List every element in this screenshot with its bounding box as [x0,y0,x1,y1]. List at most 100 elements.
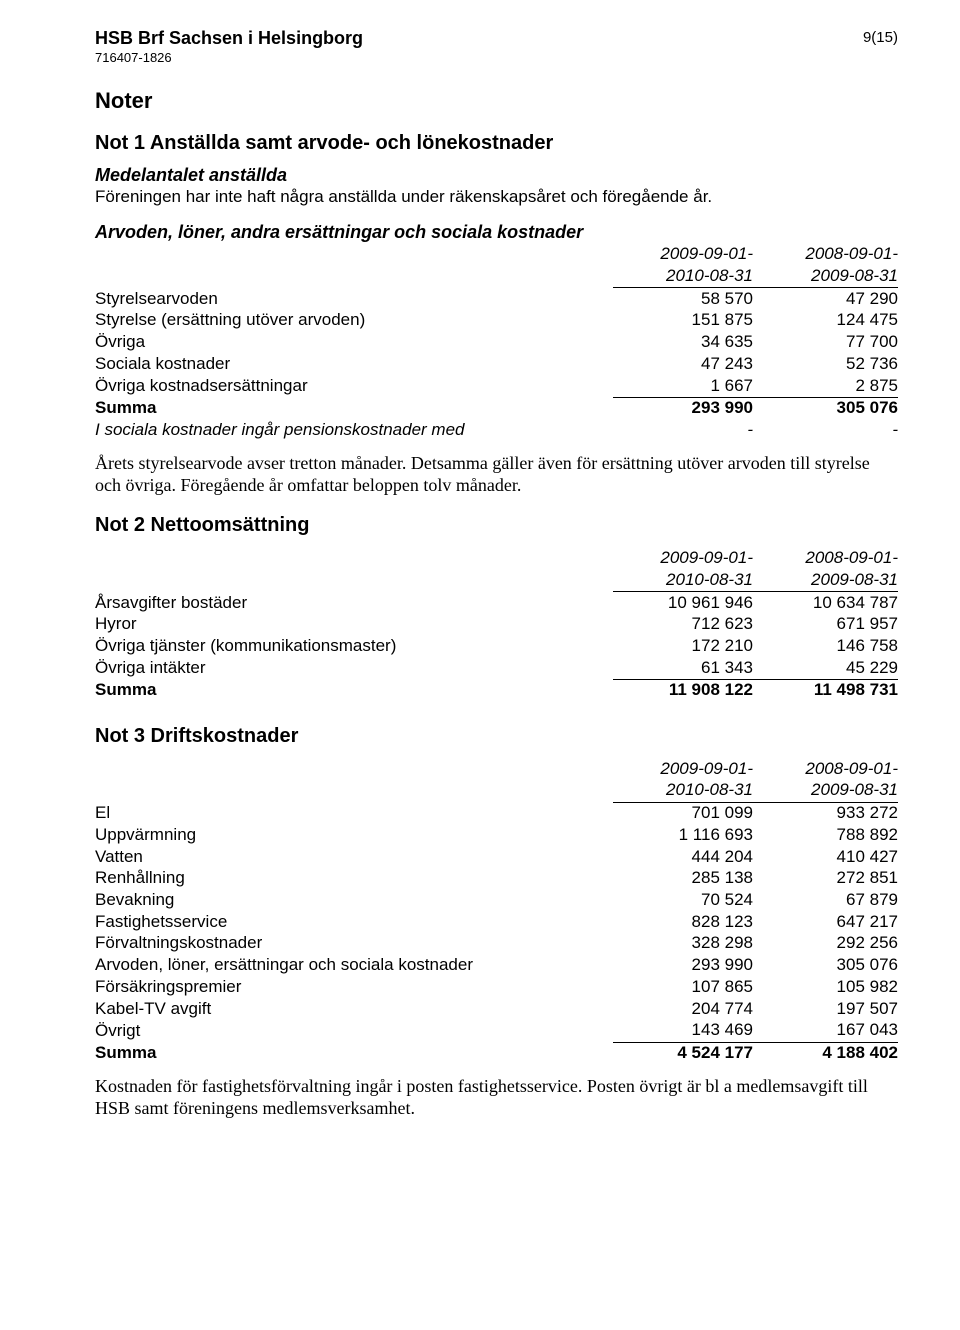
row-v1: 47 243 [613,353,753,375]
sum-v2: 11 498 731 [753,679,898,701]
table-row: Övriga intäkter 61 343 45 229 [95,657,898,679]
org-id: 716407-1826 [95,50,363,66]
row-v1: 58 570 [613,288,753,310]
page-header: HSB Brf Sachsen i Helsingborg 716407-182… [95,28,898,66]
row-v1: 151 875 [613,310,753,332]
row-v2: 67 879 [753,890,898,912]
row-label: Bevakning [95,890,613,912]
table-row: Renhållning 285 138 272 851 [95,868,898,890]
table-row: 2009-09-01- 2008-09-01- [95,548,898,570]
row-v2: 788 892 [753,824,898,846]
row-v1: 328 298 [613,933,753,955]
row-v1: 34 635 [613,332,753,354]
period-c2-l2: 2009-08-31 [753,569,898,591]
table-row: Styrelse (ersättning utöver arvoden) 151… [95,310,898,332]
table-row: 2009-09-01- 2008-09-01- [95,244,898,266]
row-v2: 10 634 787 [753,592,898,614]
period-spacer [95,780,613,802]
row-v1: 444 204 [613,846,753,868]
row-label: Vatten [95,846,613,868]
row-v1: 828 123 [613,911,753,933]
row-label: Renhållning [95,868,613,890]
row-label: Sociala kostnader [95,353,613,375]
row-label: Övrigt [95,1020,613,1042]
row-v1: 70 524 [613,890,753,912]
table-row: Kabel-TV avgift 204 774 197 507 [95,998,898,1020]
period-c2-l2: 2009-08-31 [753,780,898,802]
period-c1-l1: 2009-09-01- [613,758,753,780]
row-v2: 292 256 [753,933,898,955]
row-v2: 197 507 [753,998,898,1020]
period-spacer [95,569,613,591]
period-c2-l2: 2009-08-31 [753,265,898,287]
row-v2: 105 982 [753,976,898,998]
table-row: 2009-09-01- 2008-09-01- [95,758,898,780]
table-row: Övriga tjänster (kommunikationsmaster) 1… [95,636,898,658]
row-label: Hyror [95,614,613,636]
row-v1: 1 667 [613,375,753,397]
note1-title: Not 1 Anställda samt arvode- och lönekos… [95,131,898,155]
table-row: 2010-08-31 2009-08-31 [95,780,898,802]
note1-table: 2009-09-01- 2008-09-01- 2010-08-31 2009-… [95,244,898,442]
sum-label: Summa [95,1042,613,1064]
table-row: Årsavgifter bostäder 10 961 946 10 634 7… [95,592,898,614]
table-row: Sociala kostnader 47 243 52 736 [95,353,898,375]
table-row: Arvoden, löner, ersättningar och sociala… [95,955,898,977]
row-v2: 47 290 [753,288,898,310]
table-row: Uppvärmning 1 116 693 788 892 [95,824,898,846]
period-spacer [95,548,613,570]
sum-label: Summa [95,679,613,701]
note3-footer: Kostnaden för fastighetsförvaltning ingå… [95,1076,898,1120]
row-label: Övriga intäkter [95,657,613,679]
row-label: Övriga [95,332,613,354]
period-c2-l1: 2008-09-01- [753,758,898,780]
row-label: Försäkringspremier [95,976,613,998]
row-v2: 2 875 [753,375,898,397]
row-v1: 204 774 [613,998,753,1020]
note1-sub1-title: Medelantalet anställda [95,165,898,187]
row-label: Övriga tjänster (kommunikationsmaster) [95,636,613,658]
row-label: Kabel-TV avgift [95,998,613,1020]
row-label: Övriga kostnadsersättningar [95,375,613,397]
row-v2: 410 427 [753,846,898,868]
row-label: Uppvärmning [95,824,613,846]
table-row: Vatten 444 204 410 427 [95,846,898,868]
note1-sub2-title: Arvoden, löner, andra ersättningar och s… [95,222,898,244]
table-row: Förvaltningskostnader 328 298 292 256 [95,933,898,955]
table-row: 2010-08-31 2009-08-31 [95,265,898,287]
period-spacer [95,758,613,780]
note1-footer: Årets styrelsearvode avser tretton månad… [95,453,898,497]
table-row: 2010-08-31 2009-08-31 [95,569,898,591]
pens-v1: - [613,420,753,442]
table-row: Fastighetsservice 828 123 647 217 [95,911,898,933]
row-v2: 167 043 [753,1020,898,1042]
page-number: 9(15) [863,29,898,47]
table-row: El 701 099 933 272 [95,802,898,824]
org-name: HSB Brf Sachsen i Helsingborg [95,28,363,50]
pens-label: I sociala kostnader ingår pensionskostna… [95,420,613,442]
row-label: Styrelsearvoden [95,288,613,310]
row-v2: 77 700 [753,332,898,354]
table-row: Styrelsearvoden 58 570 47 290 [95,288,898,310]
note3-title: Not 3 Driftskostnader [95,724,898,748]
table-row-sum: Summa 293 990 305 076 [95,397,898,419]
row-label: Årsavgifter bostäder [95,592,613,614]
row-v1: 293 990 [613,955,753,977]
row-label: Förvaltningskostnader [95,933,613,955]
period-c2-l1: 2008-09-01- [753,548,898,570]
row-v2: 52 736 [753,353,898,375]
period-c2-l1: 2008-09-01- [753,244,898,266]
row-v1: 10 961 946 [613,592,753,614]
sum-v1: 293 990 [613,397,753,419]
row-label: El [95,802,613,824]
note1-sub1-text: Föreningen har inte haft några anställda… [95,187,898,208]
table-row: Övrigt 143 469 167 043 [95,1020,898,1042]
pens-v2: - [753,420,898,442]
sum-v2: 4 188 402 [753,1042,898,1064]
note2-table: 2009-09-01- 2008-09-01- 2010-08-31 2009-… [95,548,898,702]
table-row: Hyror 712 623 671 957 [95,614,898,636]
org-block: HSB Brf Sachsen i Helsingborg 716407-182… [95,28,363,66]
row-v2: 272 851 [753,868,898,890]
row-v2: 45 229 [753,657,898,679]
row-v1: 61 343 [613,657,753,679]
